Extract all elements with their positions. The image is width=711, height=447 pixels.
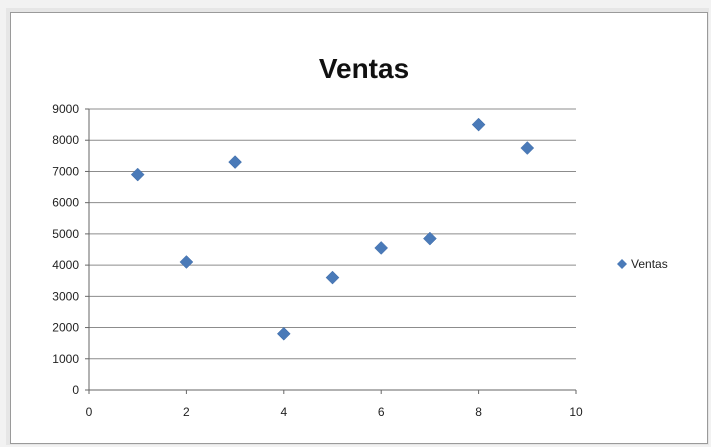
y-tick-label: 1000 bbox=[52, 352, 79, 366]
x-tick-label: 4 bbox=[280, 405, 287, 419]
chart-title: Ventas bbox=[319, 53, 409, 84]
y-tick-label: 8000 bbox=[52, 133, 79, 147]
gridlines bbox=[89, 108, 576, 360]
x-tick-label: 2 bbox=[183, 405, 190, 419]
y-tick-label: 6000 bbox=[52, 196, 79, 210]
y-tick-label: 0 bbox=[72, 383, 79, 397]
data-point bbox=[423, 231, 437, 246]
data-point bbox=[179, 255, 194, 269]
chart-area bbox=[10, 12, 708, 444]
legend: Ventas bbox=[617, 257, 668, 271]
data-point bbox=[374, 241, 389, 255]
legend-marker bbox=[617, 259, 627, 269]
y-tick-label: 9000 bbox=[52, 102, 79, 116]
y-tick-label: 4000 bbox=[52, 258, 79, 272]
data-points bbox=[130, 117, 535, 341]
x-tick-label: 10 bbox=[569, 405, 583, 419]
x-tick-label: 8 bbox=[475, 405, 482, 419]
data-point bbox=[471, 117, 486, 132]
data-point bbox=[276, 326, 291, 341]
y-axis-tick-labels: 0 1000 2000 3000 4000 5000 6000 7000 8000 9000 bbox=[52, 102, 79, 397]
legend-label: Ventas bbox=[631, 257, 668, 271]
data-point bbox=[520, 141, 535, 155]
x-tick-label: 0 bbox=[86, 405, 93, 419]
data-point bbox=[325, 270, 340, 285]
axes bbox=[85, 108, 577, 394]
x-axis-tick-labels: 0 2 4 6 8 10 bbox=[86, 405, 583, 419]
data-point bbox=[130, 167, 145, 182]
data-point bbox=[228, 155, 242, 169]
y-tick-label: 7000 bbox=[52, 164, 79, 178]
x-tick-label: 6 bbox=[378, 405, 385, 419]
y-tick-label: 3000 bbox=[52, 289, 79, 303]
y-tick-label: 2000 bbox=[52, 321, 79, 335]
y-tick-label: 5000 bbox=[52, 227, 79, 241]
